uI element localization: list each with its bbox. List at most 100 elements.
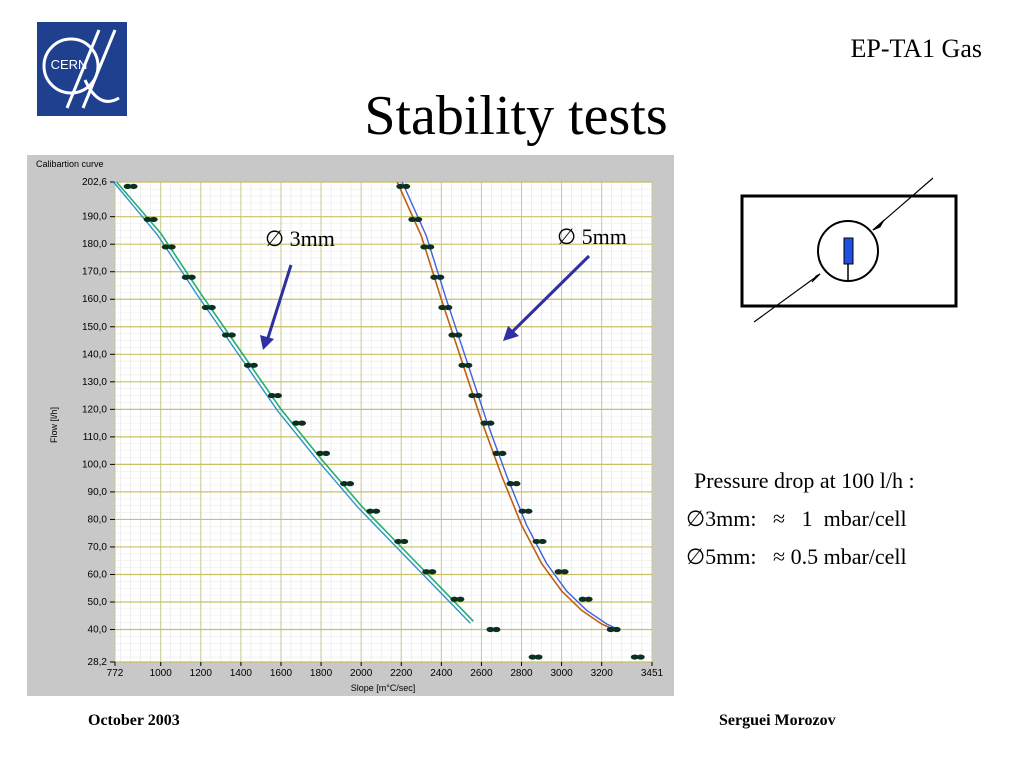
data-point [366,508,375,514]
sensor-cross-section-icon [740,177,958,323]
data-point [448,332,457,338]
data-point [438,304,447,311]
y-axis-label: Flow [l/h] [49,407,59,443]
data-point [584,596,593,602]
data-point [394,538,403,545]
data-point [458,362,467,368]
y-tick-label: 28,2 [88,657,108,668]
data-point [123,183,132,190]
data-point [249,362,258,368]
data-point [420,244,429,250]
fit-curve [396,181,615,631]
x-tick-label: 2800 [510,668,533,679]
x-axis-label: Slope [m°C/sec] [351,683,416,693]
data-point [201,304,210,311]
data-points [123,183,645,660]
data-point [492,450,501,456]
x-tick-label: 3451 [641,668,664,679]
data-point [426,244,435,250]
data-point [554,569,563,575]
data-point [636,654,645,660]
y-tick-label: 190,0 [82,212,107,223]
data-point [474,392,483,399]
data-point [408,216,417,223]
data-point [292,420,301,426]
fit-curve-alt [401,181,619,631]
y-tick-label: 70,0 [88,542,108,553]
x-tick-label: 1000 [150,668,173,679]
y-tick-label: 202,6 [82,177,107,188]
y-tick-label: 130,0 [82,377,107,388]
data-point [578,596,587,602]
data-point [492,626,501,633]
data-point [534,654,543,660]
data-point [464,362,473,368]
data-point [430,274,439,280]
x-tick-label: 2000 [350,668,373,679]
data-point [129,183,138,190]
data-point [486,420,495,426]
x-tick-label: 1800 [310,668,333,679]
data-point [456,596,465,602]
data-point [422,569,431,575]
data-point [402,183,411,190]
data-point [450,596,459,602]
data-point [372,508,381,514]
y-tick-label: 160,0 [82,294,107,305]
fit-curve-alt [113,181,471,624]
pressure-title: Pressure drop at 100 l/h : [694,468,915,493]
data-point [143,216,152,223]
data-point [480,420,489,426]
x-tick-label: 1400 [230,668,253,679]
chart-title: Calibartion curve [36,159,104,169]
data-point [267,392,276,399]
data-point [630,654,639,660]
arrow-5mm [503,254,591,341]
data-point [243,362,252,368]
y-tick-label: 40,0 [88,625,108,636]
data-point [322,450,331,456]
arrow-3mm [260,264,293,350]
y-tick-label: 110,0 [83,432,108,443]
annotation-3mm: ∅ 3mm [265,226,335,251]
x-tick-label: 1600 [270,668,293,679]
data-point [454,332,463,338]
fit-curve [115,181,474,622]
data-point [560,569,569,575]
x-tick-label: 3200 [591,668,614,679]
data-point [340,481,349,487]
x-tick-label: 772 [107,668,124,679]
cern-logo: CERN [37,22,127,116]
data-point [512,481,521,487]
data-point [518,508,527,514]
data-point [486,626,495,633]
data-point [444,304,453,311]
data-point [396,183,405,190]
data-point [227,332,236,338]
fit-curves [113,181,619,631]
data-point [506,481,515,487]
svg-text:CERN: CERN [51,57,88,72]
data-point [524,508,533,514]
calibration-chart: Calibartion curve 202,6 190,0 180,0 170,0 16… [27,155,674,696]
pressure-drop-info: Pressure drop at 100 l/h : ∅3mm: ≈ 1 mba… [686,462,915,576]
x-tick-label: 2600 [470,668,493,679]
data-point [428,569,437,575]
x-tick-label: 3000 [550,668,573,679]
data-point [612,626,621,633]
x-tick-labels: 772 1000 1200 1400 1600 1800 2000 2200 2400 2600 2… [107,662,664,679]
data-point [414,216,423,223]
y-tick-label: 150,0 [82,322,107,333]
y-tick-label: 120,0 [82,404,107,415]
y-tick-label: 90,0 [88,487,108,498]
y-tick-label: 100,0 [82,459,107,470]
data-point [346,481,355,487]
data-point [207,304,216,311]
y-tick-label: 140,0 [82,349,107,360]
pressure-5mm: ∅5mm: ≈ 0.5 mbar/cell [686,544,907,569]
data-point [468,392,477,399]
y-tick-label: 180,0 [82,239,107,250]
data-point [400,538,409,545]
y-tick-label: 60,0 [88,569,108,580]
y-tick-label: 80,0 [88,514,108,525]
